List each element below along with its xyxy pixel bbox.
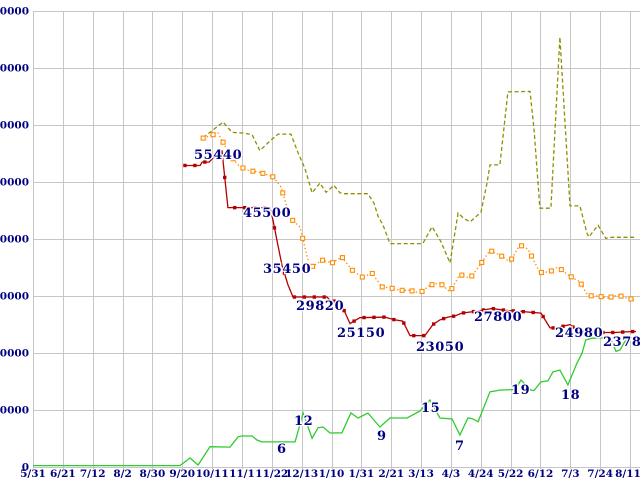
x-tick-label: 7/24 bbox=[587, 468, 613, 480]
x-tick-label: 6/12 bbox=[528, 468, 554, 480]
upper-dashed-line-path bbox=[202, 37, 636, 266]
price-value-label-text: 35450 bbox=[263, 262, 311, 277]
count-value-label-text: 19 bbox=[511, 383, 530, 398]
y-tick-label: 10000 bbox=[0, 405, 29, 417]
price-value-label-text: 29820 bbox=[296, 299, 344, 314]
count-value-label-text: 15 bbox=[421, 401, 440, 416]
price-value-label: 55440 45500 35450 29820 25150 23050 27800 24980… bbox=[193, 147, 640, 357]
count-value-label-text: 9 bbox=[377, 429, 387, 444]
y-tick-label: 20000 bbox=[0, 348, 29, 360]
x-tick-label: 8/2 bbox=[113, 468, 131, 480]
x-tick-label: 4/3 bbox=[442, 468, 460, 480]
price-value-label-text: 24980 bbox=[555, 326, 603, 341]
count-value-label-text: 18 bbox=[561, 388, 580, 403]
price-value-label-text: 45500 bbox=[243, 206, 291, 221]
x-tick-label: 1/31 bbox=[348, 468, 374, 480]
count-value-label-text: 12 bbox=[294, 414, 313, 429]
x-tick-label: 4/24 bbox=[468, 468, 494, 480]
x-tick-label: 8/11 bbox=[615, 468, 640, 480]
x-tick-label: 7/3 bbox=[561, 468, 579, 480]
x-tick-label: 1/10 bbox=[319, 468, 345, 480]
series-lower-green-line bbox=[33, 334, 637, 467]
x-tick-label: 8/30 bbox=[140, 468, 166, 480]
y-tick-label: 80000 bbox=[0, 6, 29, 18]
x-axis-labels: 5/31 6/21 7/12 8/2 8/30 9/20 10/11 11/1 11/2212/… bbox=[20, 468, 640, 480]
x-tick-label: 12/13 bbox=[285, 468, 318, 480]
x-tick-label: 3/13 bbox=[408, 468, 434, 480]
y-tick-label: 50000 bbox=[0, 177, 29, 189]
x-tick-label: 5/31 bbox=[20, 468, 46, 480]
series-upper-dashed-line bbox=[202, 37, 636, 266]
x-tick-label: 7/12 bbox=[80, 468, 106, 480]
price-value-label-text: 55440 bbox=[194, 148, 242, 163]
x-tick-label: 2/21 bbox=[378, 468, 404, 480]
price-line-markers bbox=[183, 154, 635, 338]
x-tick-label: 10/11 bbox=[196, 468, 229, 480]
count-value-label-text: 6 bbox=[277, 442, 287, 457]
y-tick-label: 60000 bbox=[0, 120, 29, 132]
middle-dotted-line-markers bbox=[200, 132, 634, 302]
series-price-line bbox=[183, 149, 637, 338]
price-value-label-text: 27800 bbox=[474, 310, 522, 325]
price-value-label-text: 23050 bbox=[416, 340, 464, 355]
series-middle-dotted-line bbox=[200, 132, 637, 302]
x-tick-label: 5/22 bbox=[498, 468, 524, 480]
price-value-label-text: 25150 bbox=[337, 326, 385, 341]
y-axis-labels: 0 10000 20000 30000 40000 50000 60000 70000 8000… bbox=[0, 6, 29, 474]
x-tick-label: 11/22 bbox=[255, 468, 288, 480]
count-value-label-text: 7 bbox=[455, 439, 465, 454]
x-tick-label: 6/21 bbox=[50, 468, 76, 480]
y-tick-label: 40000 bbox=[0, 234, 29, 246]
lower-green-line-path bbox=[33, 334, 637, 467]
y-tick-label: 30000 bbox=[0, 291, 29, 303]
x-tick-label: 9/20 bbox=[169, 468, 195, 480]
y-tick-label: 0 bbox=[22, 462, 29, 474]
price-value-label-text: 23780 bbox=[603, 335, 640, 350]
count-value-label: 6 12 9 15 7 19 18 bbox=[276, 382, 581, 459]
x-tick-label: 11/1 bbox=[229, 468, 255, 480]
y-tick-label: 70000 bbox=[0, 63, 29, 75]
